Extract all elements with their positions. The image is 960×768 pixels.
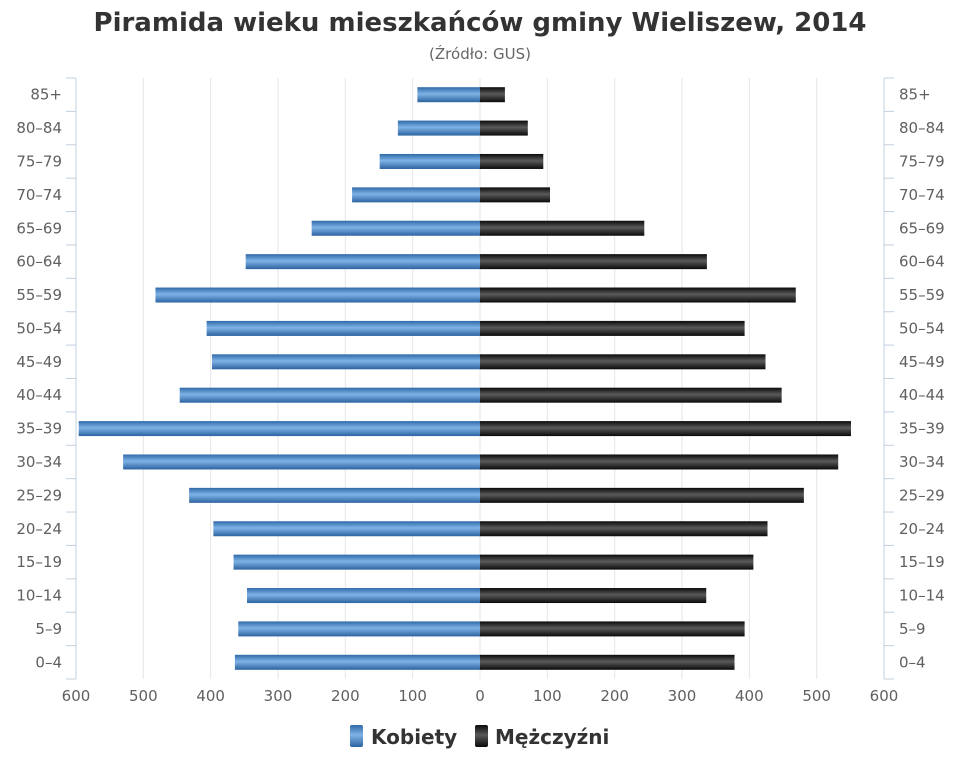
category-label-right: 85+ (899, 86, 931, 104)
chart-subtitle: (Źródło: GUS) (429, 44, 531, 63)
bar-kobiety (233, 554, 480, 570)
chart-title: Piramida wieku mieszkańców gminy Wielisz… (94, 8, 867, 38)
bar-kobiety (397, 120, 480, 136)
category-label-left: 75–79 (16, 152, 62, 170)
x-axis-tick-labels: 600 500 400 300 200 100 0 100 200 300 400 500 600 (62, 687, 899, 705)
bar-kobiety (155, 287, 480, 303)
category-label-right: 15–19 (899, 553, 945, 571)
bar-mezczyzni (480, 554, 754, 570)
x-tick-label: 500 (802, 687, 831, 705)
legend-label-mezczyzni[interactable]: Mężczyźni (495, 725, 609, 749)
category-label-right: 20–24 (899, 520, 945, 538)
x-tick-label: 100 (533, 687, 562, 705)
category-label-right: 0–4 (899, 653, 926, 671)
bar-kobiety (238, 621, 480, 637)
category-label-left: 0–4 (35, 653, 62, 671)
bar-kobiety (212, 354, 480, 370)
bar-mezczyzni (480, 220, 645, 236)
category-label-left: 25–29 (16, 486, 62, 504)
bar-kobiety (234, 654, 480, 670)
bar-mezczyzni (480, 87, 505, 103)
bar-mezczyzni (480, 187, 551, 203)
x-tick-label: 400 (196, 687, 225, 705)
x-tick-label: 300 (668, 687, 697, 705)
axes (66, 77, 894, 680)
x-tick-label: 600 (870, 687, 899, 705)
category-label-right: 35–39 (899, 420, 945, 438)
bar-mezczyzni (480, 487, 804, 503)
category-label-left: 5–9 (35, 620, 62, 638)
bar-kobiety (206, 320, 481, 336)
category-label-left: 65–69 (16, 219, 62, 237)
y-axis-labels-left: 85+ 80–84 75–79 70–74 65–69 60–64 55–59 50–54 45… (16, 86, 62, 672)
bar-kobiety (247, 588, 480, 604)
bar-kobiety (352, 187, 480, 203)
category-label-right: 30–34 (899, 453, 945, 471)
y-axis-labels-right: 85+ 80–84 75–79 70–74 65–69 60–64 55–59 50–54 45… (899, 86, 945, 672)
bar-kobiety (179, 387, 480, 403)
bar-mezczyzni (480, 421, 852, 437)
bar-mezczyzni (480, 621, 745, 637)
x-tick-label: 200 (331, 687, 360, 705)
category-label-left: 70–74 (16, 186, 62, 204)
bars (78, 87, 852, 670)
category-label-right: 45–49 (899, 353, 945, 371)
bar-kobiety (189, 487, 480, 503)
bar-mezczyzni (480, 153, 544, 169)
category-label-left: 10–14 (16, 587, 62, 605)
category-label-right: 75–79 (899, 152, 945, 170)
category-label-right: 70–74 (899, 186, 945, 204)
category-label-left: 60–64 (16, 253, 62, 271)
legend-label-kobiety[interactable]: Kobiety (371, 725, 457, 749)
bar-kobiety (245, 254, 480, 270)
bar-mezczyzni (480, 454, 839, 470)
category-label-right: 65–69 (899, 219, 945, 237)
category-label-left: 45–49 (16, 353, 62, 371)
category-label-left: 20–24 (16, 520, 62, 538)
bar-mezczyzni (480, 387, 782, 403)
legend-swatch-kobiety[interactable] (350, 725, 363, 747)
bar-mezczyzni (480, 354, 766, 370)
x-tick-label: 300 (264, 687, 293, 705)
bar-mezczyzni (480, 521, 768, 537)
category-label-right: 50–54 (899, 319, 945, 337)
bar-kobiety (78, 421, 481, 437)
bar-kobiety (123, 454, 480, 470)
x-tick-label: 600 (62, 687, 91, 705)
category-label-right: 40–44 (899, 386, 945, 404)
x-tick-label: 500 (129, 687, 158, 705)
category-label-left: 55–59 (16, 286, 62, 304)
bar-kobiety (213, 521, 481, 537)
x-tick-label: 200 (600, 687, 629, 705)
x-tick-label: 400 (735, 687, 764, 705)
x-tick-label: 0 (475, 687, 485, 705)
category-label-right: 60–64 (899, 253, 945, 271)
category-label-right: 10–14 (899, 587, 945, 605)
legend[interactable]: Kobiety Mężczyźni (350, 725, 609, 749)
category-label-left: 15–19 (16, 553, 62, 571)
x-tick-label: 100 (398, 687, 427, 705)
category-label-left: 35–39 (16, 420, 62, 438)
legend-swatch-mezczyzni[interactable] (475, 725, 488, 747)
bar-kobiety (379, 153, 480, 169)
category-label-left: 40–44 (16, 386, 62, 404)
bar-mezczyzni (480, 287, 796, 303)
bar-mezczyzni (480, 654, 735, 670)
category-label-right: 80–84 (899, 119, 945, 137)
bar-mezczyzni (480, 320, 745, 336)
category-label-left: 85+ (30, 86, 62, 104)
bar-mezczyzni (480, 588, 707, 604)
bar-kobiety (417, 87, 480, 103)
bar-mezczyzni (480, 254, 707, 270)
bar-mezczyzni (480, 120, 528, 136)
category-label-left: 80–84 (16, 119, 62, 137)
bar-kobiety (311, 220, 480, 236)
category-label-right: 5–9 (899, 620, 926, 638)
category-label-left: 30–34 (16, 453, 62, 471)
category-label-right: 25–29 (899, 486, 945, 504)
category-label-left: 50–54 (16, 319, 62, 337)
category-label-right: 55–59 (899, 286, 945, 304)
